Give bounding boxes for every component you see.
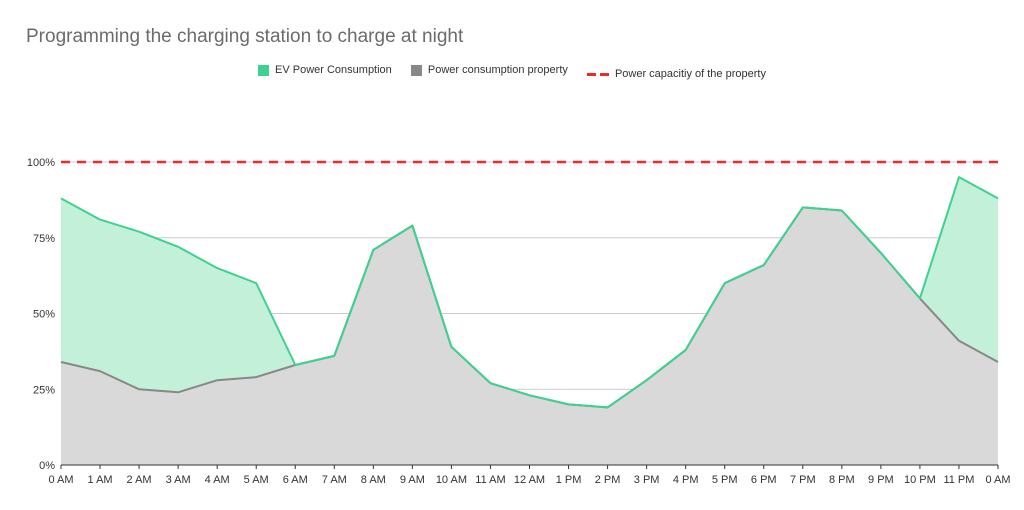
x-tick-label: 7 PM [790, 474, 816, 486]
x-tick-label: 9 AM [400, 474, 425, 486]
y-tick-label: 50% [33, 309, 55, 321]
area-fills [61, 177, 998, 465]
x-tick-label: 6 AM [283, 474, 308, 486]
legend-item-capacity: Power capacitiy of the property [586, 68, 766, 80]
legend-label-property: Power consumption property [427, 64, 568, 76]
x-tick-label: 9 PM [868, 474, 894, 486]
x-tick-label: 11 PM [943, 474, 974, 486]
x-tick-label: 7 AM [322, 474, 347, 486]
y-tick-label: 25% [33, 384, 55, 396]
x-tick-label: 5 AM [244, 474, 269, 486]
series-lines [60, 160, 999, 409]
x-tick-label: 3 AM [166, 474, 191, 486]
legend-label-capacity: Power capacitiy of the property [614, 68, 766, 80]
x-tick-label: 12 AM [514, 474, 545, 486]
ev-consumption-line [60, 176, 999, 409]
x-tick-label: 1 PM [556, 474, 582, 486]
legend-item-ev: EV Power Consumption [258, 64, 392, 76]
legend-swatch-ev [258, 64, 270, 76]
legend: EV Power Consumption Power consumption p… [0, 64, 1024, 80]
legend-item-property: Power consumption property [410, 64, 568, 76]
x-tick-label: 6 PM [751, 474, 777, 486]
legend-swatch-capacity [586, 72, 609, 76]
legend-label-ev: EV Power Consumption [275, 64, 392, 76]
x-tick-label: 8 PM [829, 474, 855, 486]
axes: 0% 25% 50% 75% 100% 0 AM 1 AM 2 AM 3 AM 4 AM 5 AM 6… [27, 157, 1011, 486]
x-tick-label: 10 AM [436, 474, 467, 486]
x-tick-label: 2 AM [127, 474, 152, 486]
x-tick-label: 4 PM [673, 474, 699, 486]
x-tick-label: 5 PM [712, 474, 738, 486]
x-tick-label: 10 PM [904, 474, 936, 486]
legend-swatch-property [410, 64, 422, 76]
x-tick-label: 8 AM [361, 474, 386, 486]
chart-title: Programming the charging station to char… [26, 26, 464, 47]
y-tick-label: 75% [33, 233, 55, 245]
y-tick-label: 100% [27, 157, 55, 169]
x-tick-label: 11 AM [475, 474, 505, 486]
y-tick-label: 0% [39, 460, 55, 472]
x-tick-label: 3 PM [634, 474, 660, 486]
x-tick-label: 2 PM [595, 474, 621, 486]
x-tick-label: 0 AM [48, 474, 73, 486]
property-consumption-area [61, 207, 998, 465]
x-tick-label: 0 AM [985, 474, 1010, 486]
x-tick-label: 4 AM [205, 474, 230, 486]
x-tick-label: 1 AM [88, 474, 113, 486]
